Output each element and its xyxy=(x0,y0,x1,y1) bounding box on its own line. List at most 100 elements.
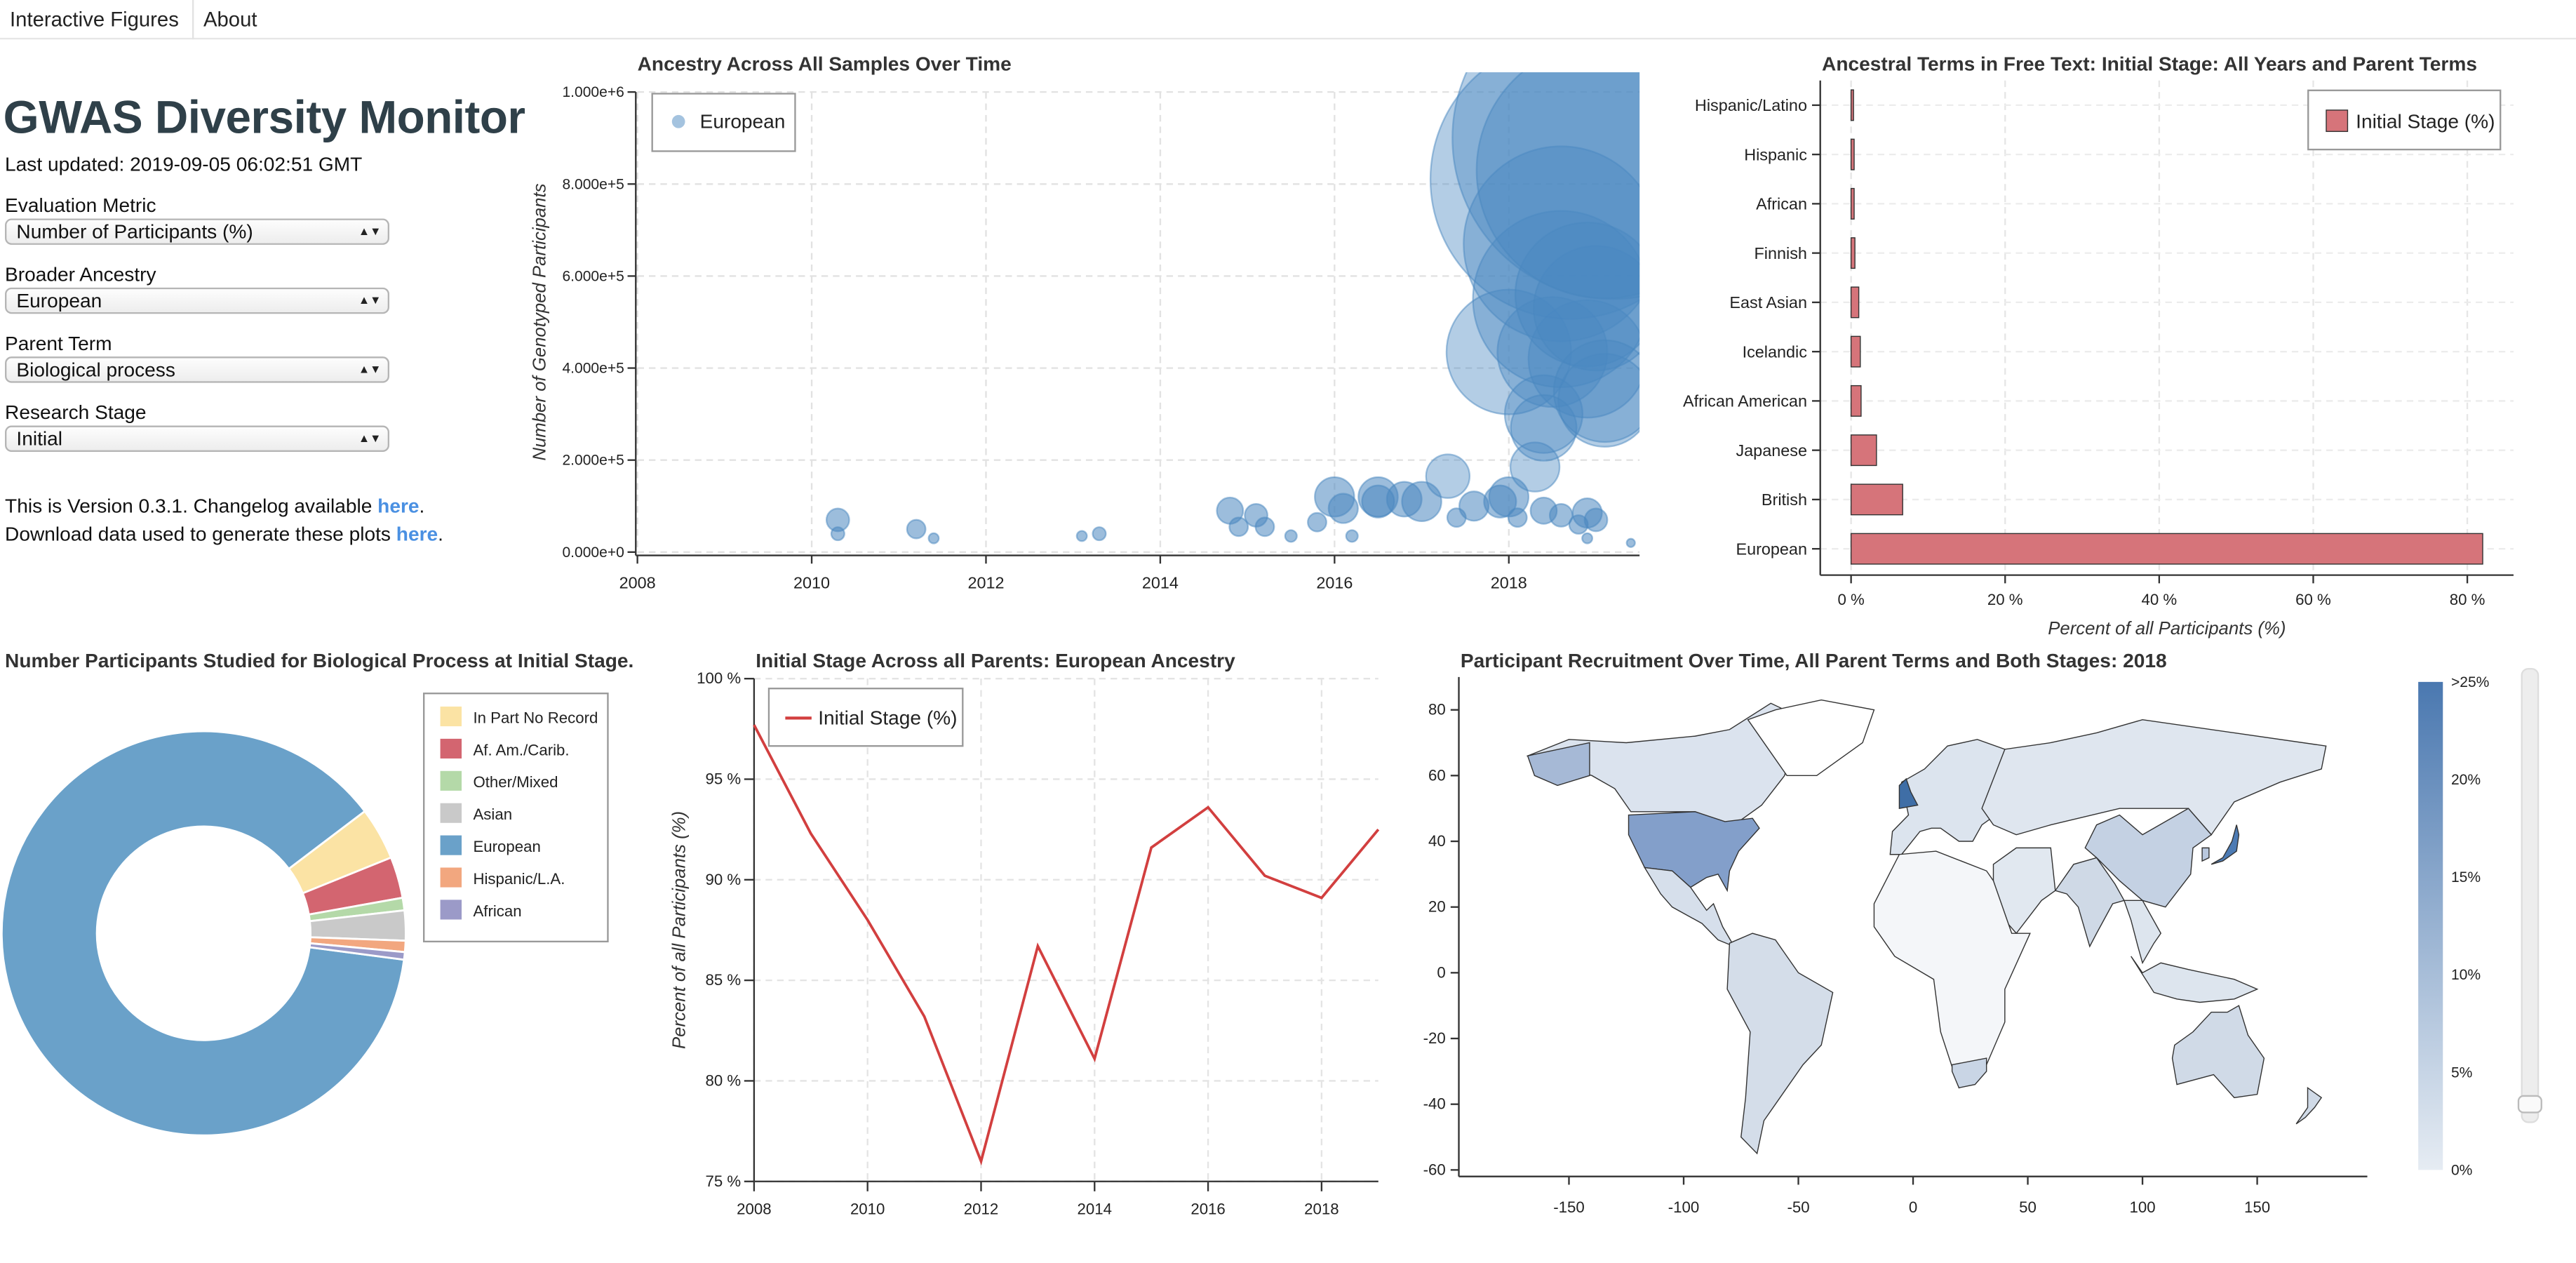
category-label: Icelandic xyxy=(1743,342,1808,361)
legend-swatch xyxy=(440,706,462,727)
legend-label: African xyxy=(473,902,521,920)
category-label: Hispanic xyxy=(1744,145,1807,163)
data-point xyxy=(1429,72,1640,320)
country-indonesia xyxy=(2131,956,2259,1003)
recruitment-world-map[interactable]: -150 -100 -50 0 50 100 150 80 60 40 20 0 -20 -40 -60 0%… xyxy=(1404,665,2576,1224)
period: . xyxy=(438,522,443,546)
ancestry-scatter-chart[interactable]: 2008 2010 2012 2014 2016 2018 0.000e+0 2.000e+5… xyxy=(525,72,1659,615)
category-label: British xyxy=(1762,490,1807,509)
y-tick-label: 2.000e+5 xyxy=(562,453,624,469)
nav-about[interactable]: About xyxy=(203,7,257,31)
data-point xyxy=(1509,441,1561,493)
y-tick-label: 95 % xyxy=(705,770,741,788)
line-legend: Initial Stage (%) xyxy=(767,688,964,747)
data-point xyxy=(1475,72,1640,300)
select-arrows-icon: ▲▼ xyxy=(358,225,382,238)
data-point xyxy=(1625,537,1636,548)
legend-label: Initial Stage (%) xyxy=(818,707,957,729)
bar-legend: Initial Stage (%) xyxy=(2307,89,2502,151)
parent-term-select[interactable]: Biological process ▲▼ xyxy=(5,356,390,383)
y-tick-label: 80 xyxy=(1428,701,1446,719)
broader-ancestry-value: European xyxy=(16,289,102,312)
colorbar-label: >25% xyxy=(2451,674,2489,690)
x-tick-label: 2008 xyxy=(619,573,656,592)
legend-swatch xyxy=(440,835,462,855)
download-text: Download data used to generate these plo… xyxy=(5,522,396,546)
x-tick-label: 60 % xyxy=(2295,591,2331,608)
participants-donut-chart[interactable]: In Part No Record Af. Am./Carib. Other/Mix… xyxy=(0,674,624,1167)
y-axis-label: Percent of all Participants (%) xyxy=(670,811,690,1049)
bar xyxy=(1850,187,1855,220)
donut-legend: In Part No Record Af. Am./Carib. Other/Mix… xyxy=(423,693,609,943)
nav-interactive-figures[interactable]: Interactive Figures xyxy=(0,0,194,39)
country-japan xyxy=(2211,824,2240,865)
scatter-legend: European xyxy=(651,93,796,152)
legend-label: In Part No Record xyxy=(473,709,598,726)
research-stage-select[interactable]: Initial ▲▼ xyxy=(5,425,390,452)
country-uk xyxy=(1898,777,1919,810)
legend-label: Asian xyxy=(473,806,512,823)
data-point xyxy=(927,532,940,544)
x-tick-label: 2014 xyxy=(1078,1201,1112,1218)
series-line xyxy=(753,724,1380,1166)
evaluation-metric-label: Evaluation Metric xyxy=(5,194,156,218)
data-point xyxy=(830,526,845,542)
download-link[interactable]: here xyxy=(396,522,438,546)
legend-swatch xyxy=(440,738,462,759)
line-chart-title: Initial Stage Across all Parents: Europe… xyxy=(756,649,1235,672)
x-tick-label: -100 xyxy=(1668,1198,1700,1216)
data-point xyxy=(1075,530,1088,542)
bar xyxy=(1850,335,1861,368)
bar xyxy=(1850,237,1856,269)
country-russia xyxy=(1981,719,2327,836)
donut-slice xyxy=(0,730,405,1137)
donut-chart-title: Number Participants Studied for Biologic… xyxy=(5,649,634,672)
y-tick-label: -40 xyxy=(1423,1095,1446,1113)
x-tick-label: 0 xyxy=(1909,1198,1917,1216)
legend-swatch xyxy=(440,867,462,888)
x-tick-label: 80 % xyxy=(2450,591,2486,608)
legend-label: Hispanic/L.A. xyxy=(473,870,565,888)
colorbar-label: 20% xyxy=(2451,772,2481,788)
x-tick-label: 40 % xyxy=(2142,591,2178,608)
data-point xyxy=(1345,529,1359,543)
data-point xyxy=(1307,512,1327,533)
country-se-asia xyxy=(2123,900,2162,965)
legend-swatch xyxy=(440,900,462,920)
y-tick-label: 40 xyxy=(1428,832,1446,850)
select-arrows-icon: ▲▼ xyxy=(358,295,382,307)
y-tick-label: 100 % xyxy=(697,669,741,687)
y-axis-label: Number of Genotyped Participants xyxy=(530,183,549,460)
year-slider-handle[interactable] xyxy=(2517,1095,2542,1114)
data-point xyxy=(1092,526,1107,542)
data-point xyxy=(1463,145,1640,342)
y-tick-label: 75 % xyxy=(705,1172,741,1190)
legend-label: European xyxy=(473,838,540,855)
category-label: European xyxy=(1736,540,1807,558)
x-tick-label: -50 xyxy=(1787,1198,1809,1216)
bar xyxy=(1850,483,1903,516)
evaluation-metric-select[interactable]: Number of Participants (%) ▲▼ xyxy=(5,218,390,245)
country-south-america xyxy=(1726,933,1834,1155)
y-tick-label: 90 % xyxy=(705,871,741,888)
y-tick-label: 0.000e+0 xyxy=(562,544,624,561)
initial-stage-line-chart[interactable]: 2008 2010 2012 2014 2016 2018 75 % 80 % 85 % 90 %… xyxy=(657,665,1388,1224)
country-africa xyxy=(1873,850,2031,1089)
year-label: 2018 xyxy=(2516,665,2556,666)
y-tick-label: 85 % xyxy=(705,971,741,989)
period: . xyxy=(419,494,425,518)
category-label: Finnish xyxy=(1755,244,1807,262)
x-tick-label: 2010 xyxy=(793,573,830,592)
data-point xyxy=(906,519,927,540)
x-tick-label: 20 % xyxy=(1987,591,2023,608)
ancestral-terms-bar-chart[interactable]: 0 % 20 % 40 % 60 % 80 % Hispanic/Latino Hispan… xyxy=(1659,72,2547,641)
y-tick-label: 8.000e+5 xyxy=(562,176,624,192)
bar xyxy=(1850,434,1877,467)
category-label: Japanese xyxy=(1736,441,1807,460)
broader-ancestry-select[interactable]: European ▲▼ xyxy=(5,287,390,314)
data-point xyxy=(1425,453,1471,499)
data-point xyxy=(1254,516,1275,537)
map-chart-title: Participant Recruitment Over Time, All P… xyxy=(1460,649,2167,672)
country-new-zealand xyxy=(2295,1086,2323,1125)
changelog-link[interactable]: here xyxy=(377,494,420,518)
